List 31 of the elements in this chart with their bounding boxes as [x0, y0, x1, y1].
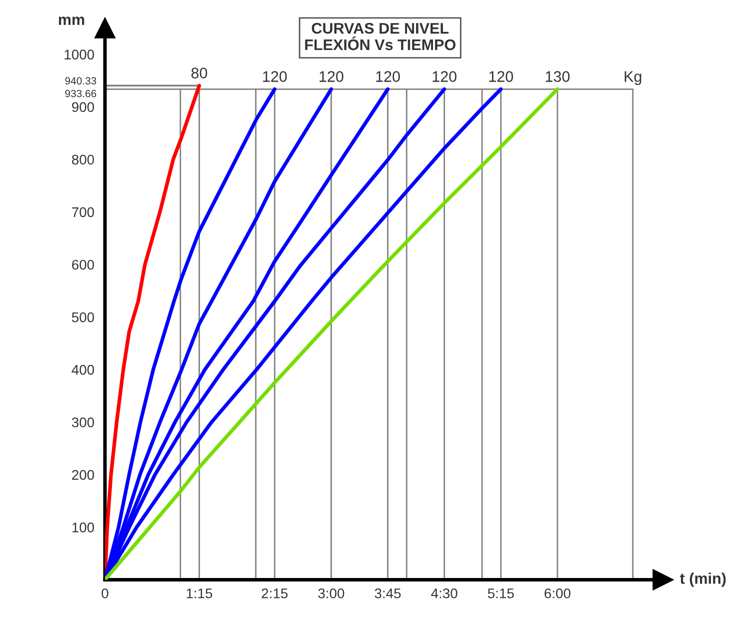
y-tick-label: 500 — [72, 312, 94, 322]
annotation: Kg — [624, 71, 642, 85]
y-tick-label: 700 — [72, 207, 94, 218]
y-tick-label: 933.66 — [65, 90, 96, 98]
y-axis-title: mm — [58, 16, 84, 25]
y-tick-label: 400 — [72, 364, 94, 375]
annotation: 120 — [432, 71, 456, 82]
y-tick-label: 800 — [72, 154, 94, 165]
x-tick-label: 5:15 — [488, 588, 514, 598]
x-tick-label: 1:15 — [186, 588, 212, 598]
x-tick-label: 6:00 — [544, 588, 570, 598]
x-axis-title: t (min) — [680, 572, 726, 587]
y-tick-label: 600 — [72, 260, 94, 270]
x-tick-label: 3:45 — [374, 588, 401, 598]
x-tick-label: 0 — [102, 588, 108, 598]
chart-title: CURVAS DE NIVEL FLEXIÓN Vs TIEMPO — [305, 22, 456, 50]
x-tick-label: 3:00 — [318, 588, 344, 598]
annotation: 120 — [263, 71, 287, 82]
y-tick-label: 200 — [72, 470, 94, 480]
annotation: 120 — [376, 71, 400, 82]
y-tick-label: 300 — [72, 417, 94, 428]
x-tick-label: 4:30 — [431, 588, 458, 598]
annotation: 120 — [489, 71, 514, 82]
y-tick-label: 1000 — [64, 50, 94, 60]
annotation: 120 — [320, 71, 344, 82]
annotation: 130 — [546, 71, 570, 82]
x-tick-label: 2:15 — [262, 588, 288, 598]
y-tick-label: 940.33 — [65, 77, 96, 85]
y-tick-label: 100 — [72, 522, 94, 532]
y-tick-label: 900 — [72, 102, 94, 112]
annotation: 80 — [191, 68, 208, 78]
